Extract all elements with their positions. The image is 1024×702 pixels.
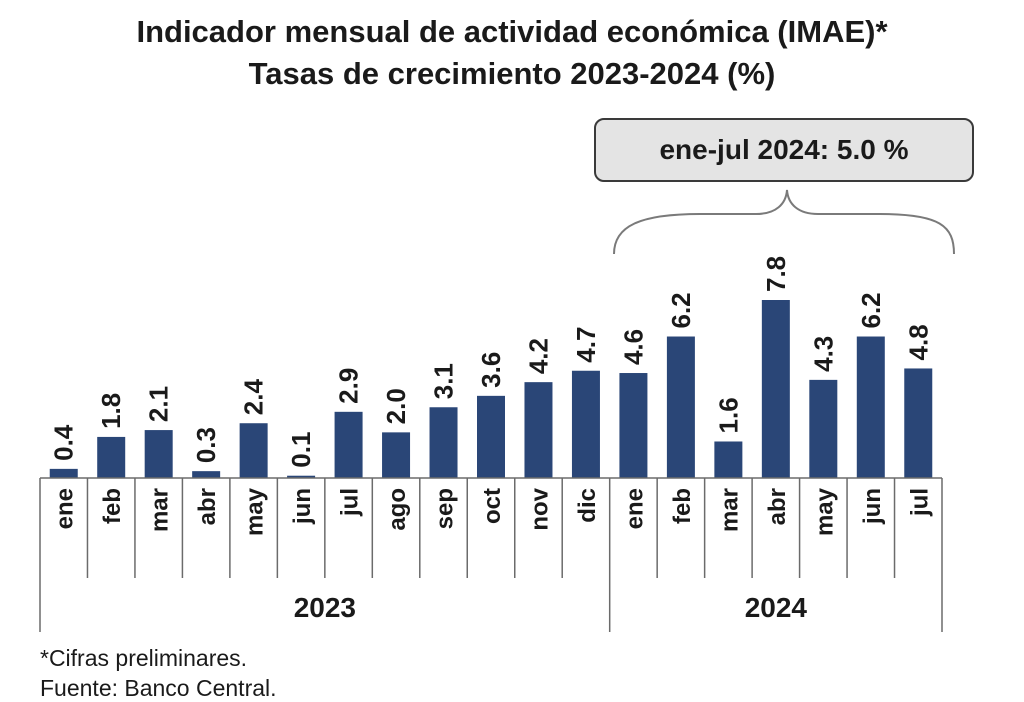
data-label: 2.4: [239, 379, 269, 416]
data-label: 4.8: [903, 324, 933, 360]
bar: [809, 379, 838, 478]
tick-label: ago: [384, 488, 411, 531]
tick-label: sep: [432, 488, 459, 529]
bar: [571, 370, 600, 478]
data-label: 0.4: [49, 424, 79, 461]
bar: [49, 468, 78, 478]
tick-label: dic: [574, 488, 601, 523]
tick-label: jul: [337, 488, 364, 517]
bar: [524, 382, 553, 478]
bar: [287, 475, 316, 478]
footnote-source: Fuente: Banco Central.: [40, 675, 277, 701]
bar: [761, 300, 790, 478]
bar: [856, 336, 885, 478]
footnote-preliminary: *Cifras preliminares.: [40, 645, 248, 671]
group-label: 2024: [745, 592, 808, 623]
data-label: 3.6: [476, 352, 506, 388]
tick-label: jun: [859, 488, 886, 525]
tick-label: jun: [289, 488, 316, 525]
data-label: 2.1: [144, 386, 174, 422]
data-label: 2.9: [334, 368, 364, 404]
tick-label: feb: [669, 488, 696, 524]
chart-title: Indicador mensual de actividad económica…: [136, 14, 888, 49]
bracket-2024: [613, 189, 955, 255]
bar: [904, 368, 933, 478]
tick-label: jul: [906, 488, 933, 517]
bar: [666, 336, 695, 478]
bar: [714, 441, 743, 478]
bar: [382, 432, 411, 478]
data-label: 0.3: [191, 427, 221, 463]
data-label: 1.6: [713, 397, 743, 433]
tick-label: ene: [621, 488, 648, 529]
tick-label: abr: [194, 488, 221, 525]
tick-label: mar: [147, 488, 174, 532]
tick-label: nov: [526, 487, 553, 530]
group-label: 2023: [294, 592, 356, 623]
tick-label: oct: [479, 488, 506, 524]
tick-label: mar: [716, 488, 743, 532]
data-label: 0.1: [286, 432, 316, 468]
data-label: 4.7: [571, 327, 601, 363]
bar: [477, 395, 505, 478]
data-label: 6.2: [856, 292, 886, 328]
bar: [192, 471, 221, 478]
data-label: 1.8: [96, 393, 126, 429]
bar: [97, 436, 126, 478]
data-label: 7.8: [761, 256, 791, 292]
data-label: 3.1: [429, 363, 459, 399]
bar: [619, 373, 648, 478]
tick-label: may: [242, 487, 269, 536]
tick-label: abr: [764, 488, 791, 525]
bar: [429, 407, 458, 478]
data-label: 6.2: [666, 292, 696, 328]
tick-label: ene: [52, 488, 79, 529]
data-label: 2.0: [381, 388, 411, 424]
annotation-box: ene-jul 2024: 5.0 %: [594, 118, 974, 182]
bar: [239, 423, 268, 478]
bar: [334, 411, 363, 478]
data-label: 4.6: [618, 329, 648, 365]
data-label: 4.3: [808, 336, 838, 372]
annotation-text: ene-jul 2024: 5.0 %: [659, 134, 909, 165]
tick-label: feb: [99, 488, 126, 524]
data-label: 4.2: [523, 338, 553, 374]
chart-subtitle: Tasas de crecimiento 2023-2024 (%): [248, 56, 776, 91]
bar: [144, 430, 173, 478]
tick-label: may: [811, 487, 838, 536]
